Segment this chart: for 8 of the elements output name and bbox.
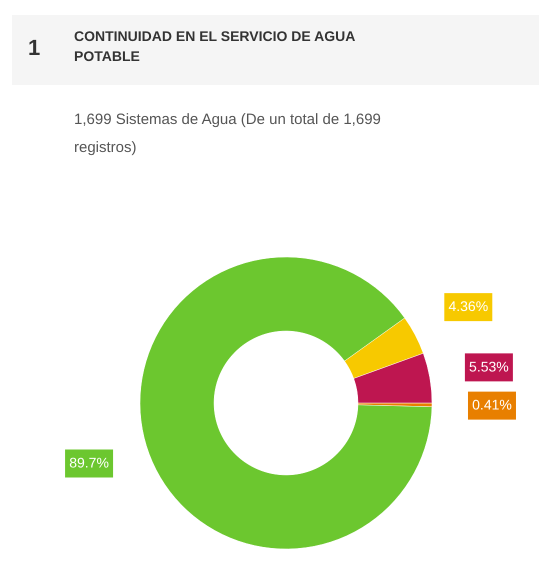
donut-slice — [140, 256, 432, 550]
data-label: 0.41% — [472, 396, 512, 413]
chart-subtitle: 1,699 Sistemas de Agua (De un total de 1,699 registros) — [74, 111, 381, 156]
text: 1 — [28, 35, 40, 60]
data-label: 4.36% — [448, 298, 488, 314]
chart-title: CONTINUIDAD EN EL SERVICIO DE AGUA POTABLE — [74, 28, 356, 64]
data-label: 5.53% — [469, 358, 509, 374]
data-label: 89.7% — [69, 454, 109, 470]
